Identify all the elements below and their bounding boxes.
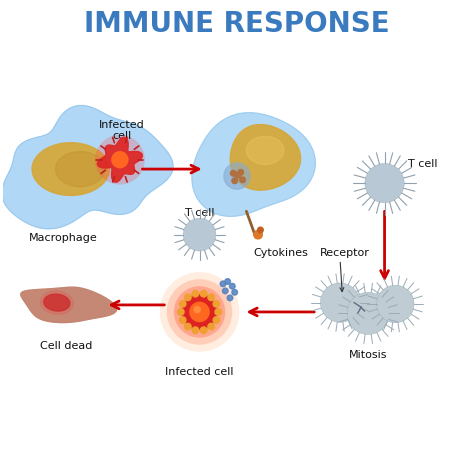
Polygon shape: [246, 137, 284, 164]
Circle shape: [177, 309, 184, 315]
Circle shape: [220, 281, 226, 287]
Circle shape: [184, 294, 191, 301]
Circle shape: [201, 327, 207, 334]
Text: Macrophage: Macrophage: [29, 233, 98, 243]
Circle shape: [232, 290, 237, 295]
Circle shape: [254, 230, 262, 239]
Circle shape: [230, 171, 236, 176]
Circle shape: [192, 327, 199, 334]
Text: IMMUNE RESPONSE: IMMUNE RESPONSE: [84, 10, 390, 38]
Text: Cytokines: Cytokines: [254, 248, 308, 258]
Circle shape: [215, 309, 221, 315]
Polygon shape: [21, 287, 117, 322]
Circle shape: [229, 283, 235, 289]
Polygon shape: [230, 125, 301, 190]
Circle shape: [365, 164, 404, 203]
Circle shape: [182, 294, 217, 330]
Circle shape: [227, 295, 233, 301]
Circle shape: [235, 173, 241, 178]
Polygon shape: [2, 106, 173, 229]
Circle shape: [179, 317, 186, 323]
Circle shape: [174, 286, 225, 337]
Circle shape: [377, 285, 414, 323]
Circle shape: [224, 163, 250, 189]
Circle shape: [213, 301, 219, 307]
Circle shape: [222, 288, 228, 294]
Circle shape: [112, 152, 128, 168]
Circle shape: [238, 170, 244, 175]
Text: Mitosis: Mitosis: [349, 350, 387, 360]
Text: Infected cell: Infected cell: [165, 367, 234, 377]
Circle shape: [208, 323, 215, 330]
Circle shape: [232, 178, 237, 183]
Circle shape: [184, 323, 191, 330]
Text: T cell: T cell: [185, 208, 214, 218]
Circle shape: [208, 294, 215, 301]
Circle shape: [347, 292, 389, 335]
Circle shape: [179, 301, 186, 307]
Circle shape: [95, 135, 145, 185]
Text: Cell dead: Cell dead: [40, 341, 92, 351]
Circle shape: [160, 272, 239, 352]
Circle shape: [167, 279, 232, 345]
Circle shape: [181, 293, 218, 331]
Text: Infected
cell: Infected cell: [100, 120, 145, 141]
Polygon shape: [32, 143, 109, 195]
Circle shape: [192, 291, 199, 297]
Circle shape: [257, 227, 263, 233]
Polygon shape: [192, 113, 315, 216]
Circle shape: [213, 317, 219, 323]
Circle shape: [183, 218, 216, 251]
Polygon shape: [21, 287, 117, 322]
Circle shape: [240, 177, 246, 182]
Text: Receptor: Receptor: [320, 248, 370, 258]
Circle shape: [201, 291, 207, 297]
Text: T cell: T cell: [408, 159, 438, 169]
Circle shape: [320, 283, 360, 322]
Circle shape: [225, 279, 230, 284]
Circle shape: [193, 306, 201, 313]
Polygon shape: [40, 291, 73, 314]
Circle shape: [189, 301, 210, 322]
Polygon shape: [97, 137, 142, 182]
Polygon shape: [55, 152, 105, 187]
Polygon shape: [44, 294, 70, 311]
